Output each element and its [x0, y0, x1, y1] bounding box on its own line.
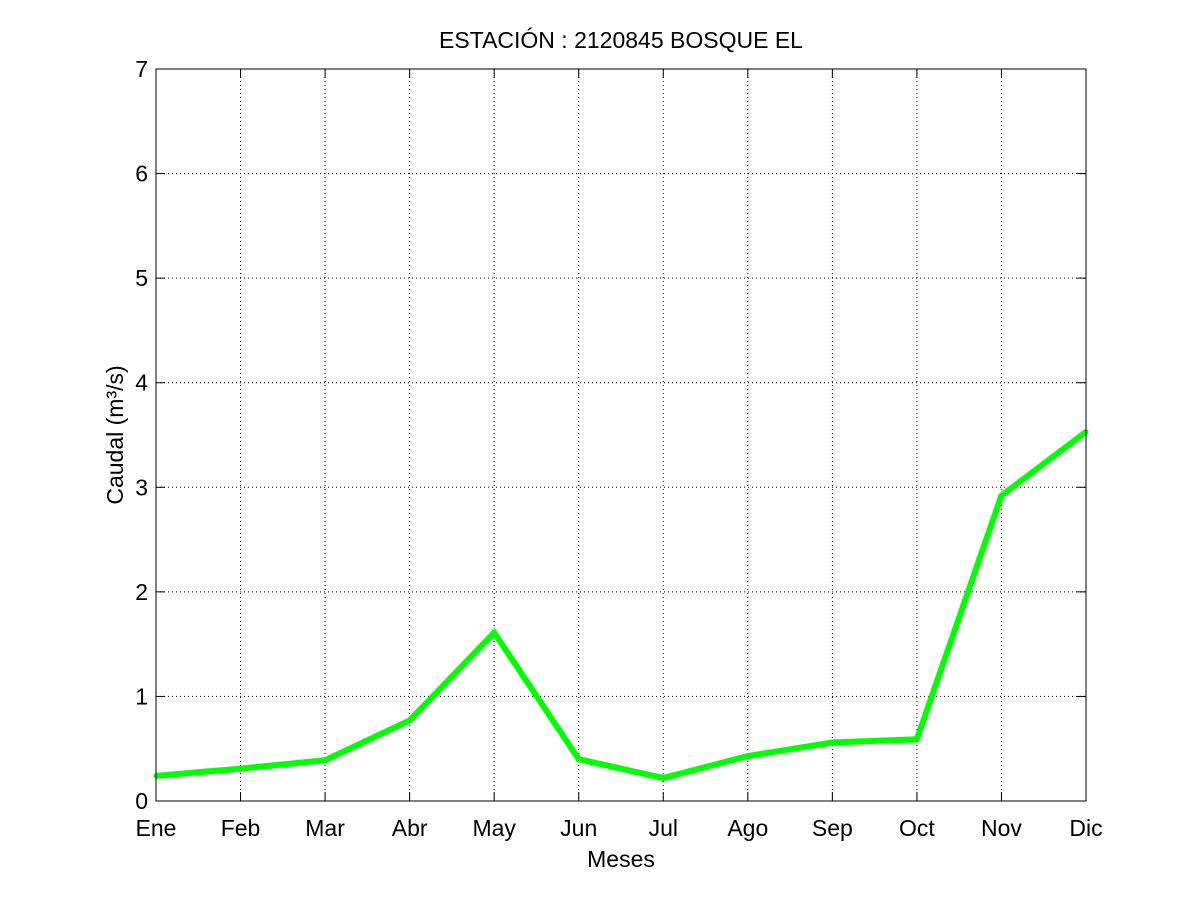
x-tick-label: Sep	[812, 815, 853, 841]
axis-ticks	[155, 68, 1087, 802]
y-tick-label: 6	[135, 161, 148, 187]
data-point	[660, 775, 666, 781]
y-tick-label: 7	[135, 56, 148, 82]
x-tick-labels: Ene Feb Mar Abr May Jun Jul Ago Sep Oct Nov Dic	[136, 815, 1103, 841]
data-point	[238, 766, 244, 772]
data-point	[745, 753, 751, 759]
x-tick-label: Mar	[305, 815, 345, 841]
x-tick-label: Jul	[649, 815, 678, 841]
x-tick-label: Feb	[221, 815, 261, 841]
x-tick-label: Oct	[899, 815, 935, 841]
y-tick-labels: 0 1 2 3 4 5 6 7	[135, 56, 148, 814]
x-tick-label: Ago	[727, 815, 768, 841]
y-tick-label: 2	[135, 579, 148, 605]
x-tick-label: Nov	[981, 815, 1022, 841]
y-tick-label: 1	[135, 683, 148, 709]
series-lines	[153, 429, 1089, 782]
plot-frame	[155, 68, 1087, 802]
data-point	[829, 739, 835, 745]
x-tick-label: Dic	[1069, 815, 1102, 841]
x-axis-title: Meses	[587, 846, 655, 872]
x-tick-label: Abr	[392, 815, 428, 841]
x-tick-label: May	[472, 815, 516, 841]
y-tick-label: 3	[135, 474, 148, 500]
y-tick-label: 5	[135, 265, 148, 291]
series-line	[155, 429, 1088, 782]
data-point	[576, 756, 582, 762]
data-point	[914, 736, 920, 742]
y-tick-label: 4	[135, 370, 148, 396]
data-point	[322, 757, 328, 763]
data-point	[998, 493, 1004, 499]
data-point	[491, 630, 497, 636]
x-tick-label: Jun	[560, 815, 597, 841]
y-tick-label: 0	[135, 788, 148, 814]
chart-title: ESTACIÓN : 2120845 BOSQUE EL	[439, 27, 803, 53]
x-tick-label: Ene	[136, 815, 177, 841]
data-point	[407, 717, 413, 723]
y-axis-title: Caudal (m³/s)	[102, 365, 128, 504]
grid-lines	[156, 69, 1086, 801]
